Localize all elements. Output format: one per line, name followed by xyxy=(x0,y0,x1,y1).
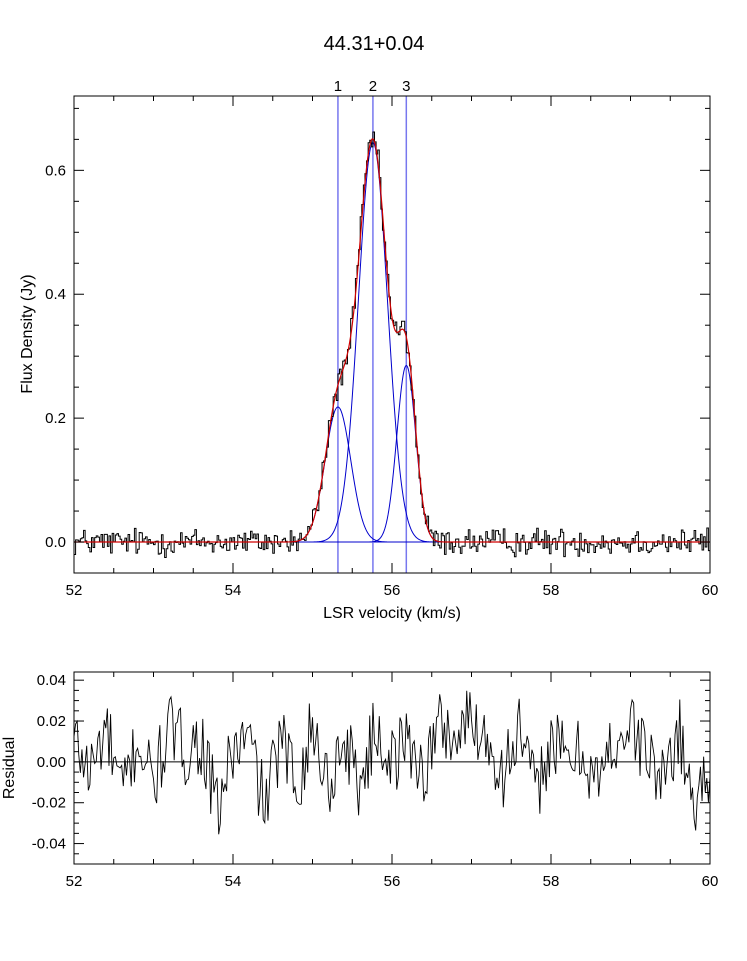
residual-curves xyxy=(73,690,711,835)
residual-y-axis-label: Residual xyxy=(1,737,18,799)
y-tick-label: 0.2 xyxy=(45,410,66,427)
chart-title: 44.31+0.04 xyxy=(324,33,425,55)
spectrum-panel: 44.31+0.04 1 2 3 52 54 56 58 60 0.0 0.2 0.4 0.6 LSR… xyxy=(19,33,718,622)
y-axis-label: Flux Density (Jy) xyxy=(19,274,36,393)
y-tick-label: 0.4 xyxy=(45,286,66,303)
residual-y-tick-label: 0.04 xyxy=(37,672,66,689)
fitted-model xyxy=(74,138,710,543)
observed-spectrum xyxy=(74,131,710,558)
residual-y-tick-label: -0.02 xyxy=(32,795,66,812)
spectrum-ticks: 1 2 3 52 54 56 58 60 0.0 0.2 0.4 0.6 xyxy=(45,78,718,599)
x-tick-label: 56 xyxy=(384,582,401,599)
residual-x-tick-label: 60 xyxy=(702,873,719,890)
spectrum-plot-frame xyxy=(73,95,711,574)
residual-y-tick-label: 0.00 xyxy=(37,754,66,771)
spectrum-curves xyxy=(74,96,710,573)
x-tick-label: 54 xyxy=(225,582,242,599)
component-label-3: 3 xyxy=(402,78,410,95)
residual-x-tick-label: 56 xyxy=(384,873,401,890)
residual-y-tick-label: 0.02 xyxy=(37,713,66,730)
gaussian-component-3 xyxy=(74,364,710,543)
component-label-1: 1 xyxy=(334,78,342,95)
component-label-2: 2 xyxy=(369,78,377,95)
x-tick-label: 58 xyxy=(543,582,560,599)
x-tick-label: 52 xyxy=(66,582,83,599)
residual-x-tick-label: 58 xyxy=(543,873,560,890)
residual-series xyxy=(73,690,711,835)
x-tick-label: 60 xyxy=(702,582,719,599)
gaussian-component-1 xyxy=(74,406,710,543)
x-axis-label: LSR velocity (km/s) xyxy=(323,605,461,622)
residual-y-tick-label: -0.04 xyxy=(32,836,66,853)
residual-panel: 52 54 56 58 60 -0.04 -0.02 0.00 0.02 0.04 Residua… xyxy=(1,671,719,890)
y-tick-label: 0.6 xyxy=(45,162,66,179)
residual-ticks: 52 54 56 58 60 -0.04 -0.02 0.00 0.02 0.04 xyxy=(32,672,719,890)
y-tick-label: 0.0 xyxy=(45,534,66,551)
residual-x-tick-label: 54 xyxy=(225,873,242,890)
residual-x-tick-label: 52 xyxy=(66,873,83,890)
